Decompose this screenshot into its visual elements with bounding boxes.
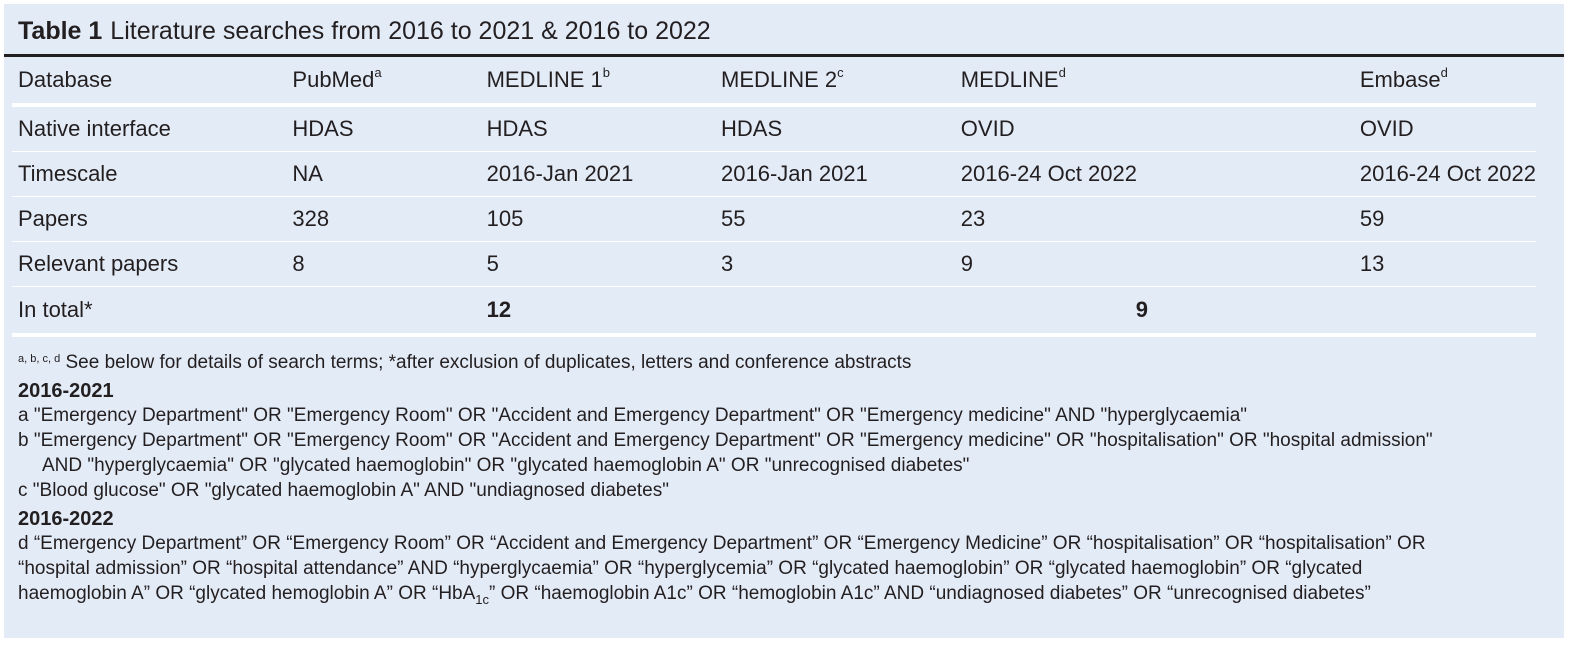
table-cell: 2016-Jan 2021 — [715, 151, 955, 197]
header-medline-2: MEDLINE 2c — [715, 57, 955, 107]
table-cell: 9 — [954, 241, 1354, 287]
table-notes: a, b, c, d See below for details of sear… — [18, 350, 1558, 612]
total-ovid: 9 — [954, 286, 1354, 337]
table-row: Native interface HDAS HDAS HDAS OVID OVI… — [12, 105, 1536, 152]
table-cell: 2016-Jan 2021 — [480, 151, 715, 197]
search-terms-d: d “Emergency Department” OR “Emergency R… — [18, 533, 1426, 554]
top-rule — [4, 54, 1564, 57]
search-terms-d-cont: “hospital admission” OR “hospital attend… — [18, 558, 1363, 579]
table-cell: 328 — [286, 196, 481, 242]
row-label: Timescale — [12, 151, 287, 197]
section-heading-2016-2022: 2016-2022 — [18, 508, 114, 530]
table-cell: 2016-24 Oct 2022 — [1353, 151, 1536, 197]
table-row: Timescale NA 2016-Jan 2021 2016-Jan 2021… — [12, 151, 1536, 197]
table-cell: 13 — [1353, 241, 1536, 287]
table-cell: NA — [286, 151, 481, 197]
search-terms-d-cont: haemoglobin A” OR “glycated hemoglobin A… — [18, 583, 1371, 607]
row-label: Papers — [12, 196, 287, 242]
row-label: Native interface — [12, 105, 287, 152]
table-caption: Literature searches from 2016 to 2021 & … — [110, 17, 711, 45]
search-terms-b-cont: AND "hyperglycaemia" OR "glycated haemog… — [42, 455, 970, 476]
search-terms-a: a "Emergency Department" OR "Emergency R… — [18, 405, 1248, 426]
header-medline: MEDLINEd — [954, 57, 1354, 107]
table-cell: 55 — [715, 196, 955, 242]
search-terms-b: b "Emergency Department" OR "Emergency R… — [18, 430, 1433, 451]
footnote-text: See below for details of search terms; *… — [60, 352, 912, 373]
table-row: Relevant papers 8 5 3 9 13 — [12, 241, 1536, 287]
section-heading-2016-2021: 2016-2021 — [18, 380, 114, 402]
table-cell: HDAS — [286, 105, 481, 152]
table-panel: Table 1 Literature searches from 2016 to … — [4, 4, 1564, 638]
table-cell: OVID — [1353, 105, 1536, 152]
table-title: Table 1 Literature searches from 2016 to … — [18, 16, 711, 46]
search-terms-c: c "Blood glucose" OR "glycated haemoglob… — [18, 480, 669, 501]
table-cell: 105 — [480, 196, 715, 242]
table-cell: 2016-24 Oct 2022 — [954, 151, 1354, 197]
header-medline-1: MEDLINE 1b — [480, 57, 715, 107]
total-hdas: 12 — [480, 286, 715, 337]
table-cell: 5 — [480, 241, 715, 287]
header-row: Database PubMeda MEDLINE 1b MEDLINE 2c M… — [12, 57, 1536, 107]
table-cell: 59 — [1353, 196, 1536, 242]
total-label: In total* — [12, 286, 287, 337]
row-label: Relevant papers — [12, 241, 287, 287]
total-row: In total* 12 9 — [12, 286, 1536, 337]
table-cell: 8 — [286, 241, 481, 287]
table-cell: OVID — [954, 105, 1354, 152]
search-table: Database PubMeda MEDLINE 1b MEDLINE 2c M… — [12, 57, 1536, 337]
table-row: Papers 328 105 55 23 59 — [12, 196, 1536, 242]
table-cell: HDAS — [715, 105, 955, 152]
footnote: a, b, c, d See below for details of sear… — [18, 350, 1558, 375]
table-number: Table 1 — [18, 17, 103, 45]
header-database: Database — [12, 57, 287, 107]
header-embase: Embased — [1353, 57, 1536, 107]
table-cell: 23 — [954, 196, 1354, 242]
table-cell: 3 — [715, 241, 955, 287]
footnote-marks: a, b, c, d — [18, 353, 61, 365]
table-cell: HDAS — [480, 105, 715, 152]
header-pubmed: PubMeda — [286, 57, 481, 107]
